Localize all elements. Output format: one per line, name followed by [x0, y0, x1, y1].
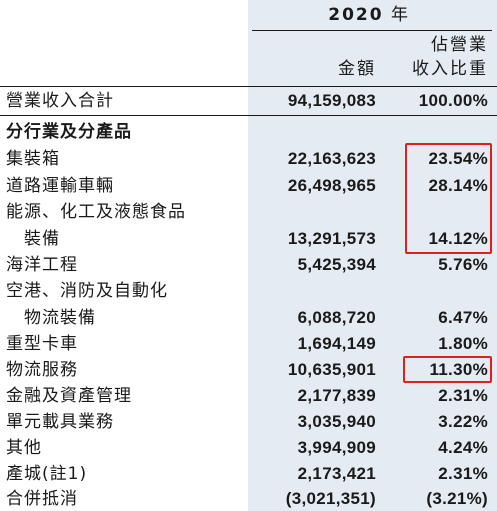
row-label: 單元載具業務	[6, 412, 114, 432]
row-label-continuation: 裝備	[24, 229, 60, 249]
row-share: 2.31%	[438, 464, 488, 483]
header-bottom-rule	[0, 86, 497, 87]
row-share: 3.22%	[438, 412, 488, 431]
row-label: 空港、消防及自動化	[6, 281, 168, 301]
row-share: 11.30%	[429, 360, 488, 379]
highlight-box-logistics	[403, 356, 492, 383]
row-label-continuation: 物流裝備	[24, 308, 96, 328]
row-label: 合併抵消	[6, 489, 78, 509]
row-share: 28.14%	[428, 176, 488, 195]
row-amount: 22,163,623	[287, 149, 376, 168]
total-label: 營業收入合計	[6, 91, 114, 111]
year-underline	[252, 30, 492, 31]
row-label: 物流服務	[6, 360, 78, 380]
row-share: (3.21%)	[426, 489, 488, 508]
row-share: 5.76%	[438, 255, 488, 274]
total-amount: 94,159,083	[287, 91, 376, 110]
row-label: 其他	[6, 438, 42, 458]
row-label: 海洋工程	[6, 255, 78, 275]
row-amount: 10,635,901	[287, 360, 376, 379]
row-share: 23.54%	[428, 149, 488, 168]
row-amount: (3,021,351)	[285, 489, 376, 508]
row-amount: 3,994,909	[297, 438, 376, 457]
row-amount: 1,694,149	[297, 334, 376, 353]
amount-header: 金額	[338, 59, 376, 79]
row-share: 2.31%	[438, 386, 488, 405]
share-header-line1: 佔營業	[431, 35, 488, 55]
row-amount: 2,173,421	[297, 464, 376, 483]
row-label: 產城(註1)	[6, 464, 88, 484]
row-label: 能源、化工及液態食品	[6, 202, 186, 222]
row-amount: 6,088,720	[297, 308, 376, 327]
row-share: 1.80%	[438, 334, 488, 353]
highlight-box-top-three	[405, 143, 492, 254]
row-share: 4.24%	[438, 438, 488, 457]
row-label: 重型卡車	[6, 334, 78, 354]
row-share: 14.12%	[428, 229, 488, 248]
row-amount: 13,291,573	[287, 229, 376, 248]
row-amount: 3,035,940	[297, 412, 376, 431]
year-value: 2020	[328, 5, 384, 25]
year-suffix: 年	[391, 5, 410, 25]
highlighted-column-background	[248, 0, 497, 511]
total-share: 100.00%	[418, 91, 488, 110]
row-amount: 2,177,839	[297, 386, 376, 405]
row-label: 金融及資產管理	[6, 386, 132, 406]
row-share: 6.47%	[438, 308, 488, 327]
share-header-line2: 收入比重	[412, 59, 488, 79]
row-amount: 5,425,394	[297, 255, 376, 274]
row-label: 集裝箱	[6, 149, 60, 169]
row-label: 道路運輸車輛	[6, 176, 114, 196]
section-title: 分行業及分產品	[6, 122, 132, 142]
total-bottom-rule	[0, 115, 497, 116]
year-header: 2020 年	[300, 4, 410, 26]
row-amount: 26,498,965	[287, 176, 376, 195]
